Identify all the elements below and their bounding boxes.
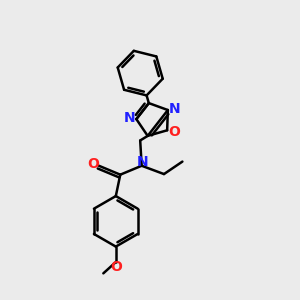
Text: O: O: [168, 125, 180, 139]
Text: N: N: [124, 111, 136, 124]
Text: N: N: [169, 102, 180, 116]
Text: O: O: [88, 157, 100, 171]
Text: O: O: [110, 260, 122, 274]
Text: N: N: [136, 155, 148, 169]
